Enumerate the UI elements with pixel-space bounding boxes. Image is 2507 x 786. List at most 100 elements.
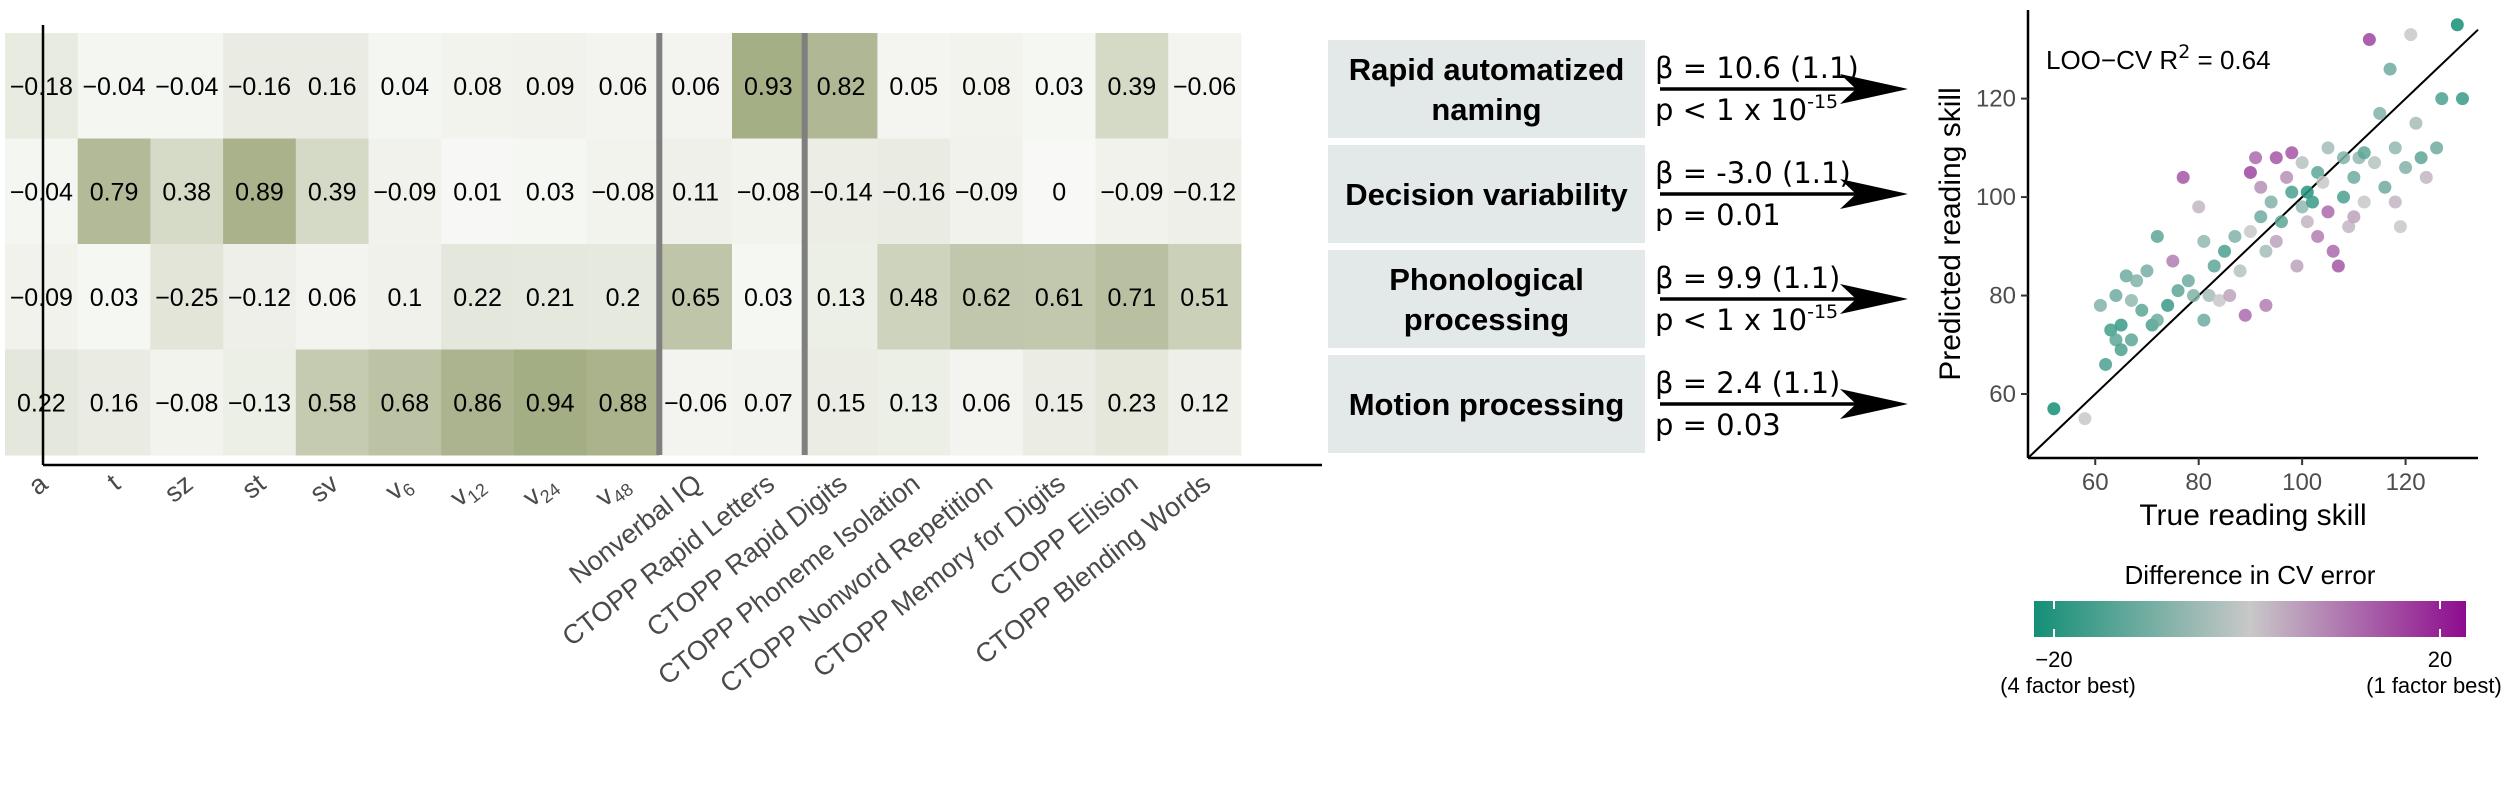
heatmap-cell-value: 0.58: [308, 389, 357, 417]
scatter-point: [2228, 229, 2242, 243]
p-value-text: p = 0.03: [1655, 408, 1781, 442]
scatter-point: [2104, 323, 2118, 337]
scatter-point: [2316, 175, 2330, 189]
heatmap-column-label: a: [23, 467, 54, 500]
heatmap-cell: [77, 349, 151, 456]
heatmap-cell-value: 0.03: [744, 284, 793, 312]
y-axis-label: Predicted reading skill: [1934, 87, 1967, 380]
scatter-point: [2124, 293, 2138, 307]
arrow-head: [1840, 74, 1908, 104]
heatmap-cell-value: 0.06: [671, 73, 720, 101]
scatter-point: [2192, 200, 2206, 214]
heatmap-cell-value: −0.09: [1100, 178, 1163, 206]
legend-max-label: 20: [2428, 647, 2452, 672]
scatter-point: [2373, 106, 2387, 120]
scatter-point: [2435, 92, 2449, 106]
scatter-point: [2414, 151, 2428, 165]
heatmap-cell-value: 0.11: [672, 178, 719, 206]
heatmap-cell-value: 0.22: [453, 284, 502, 312]
heatmap-cell-value: −0.06: [664, 389, 727, 417]
factor-beta: β = 10.6 (1.1): [1655, 51, 1859, 85]
heatmap-cell: [804, 33, 878, 139]
heatmap-cell-value: 0: [1052, 178, 1066, 206]
heatmap-cell: [586, 138, 660, 245]
scatter-point: [2388, 195, 2402, 209]
scatter-point: [2223, 289, 2237, 303]
heatmap-cell-value: 0.03: [90, 284, 139, 312]
scatter-point: [2109, 333, 2123, 347]
scatter-point: [2295, 200, 2309, 214]
scatter-point: [2337, 190, 2351, 204]
heatmap-cell: [1095, 244, 1169, 350]
heatmap-cell: [295, 349, 369, 456]
heatmap-cell-value: 0.39: [308, 178, 357, 206]
scatter-point: [2357, 146, 2371, 160]
scatter-point: [2243, 165, 2257, 179]
heatmap-cell-value: −0.09: [373, 178, 436, 206]
scatter-point: [2450, 18, 2464, 32]
heatmap-cell: [1022, 33, 1096, 139]
scatter-point: [2269, 234, 2283, 248]
heatmap-cell-value: 0.16: [308, 73, 357, 101]
scatter-point: [2166, 254, 2180, 268]
scatter-point: [2393, 220, 2407, 234]
factor-p-value: p = 0.03: [1655, 408, 1781, 442]
heatmap-cell: [223, 244, 297, 350]
scatter-point: [2212, 293, 2226, 307]
factor-name: processing: [1404, 302, 1569, 337]
heatmap-cell: [295, 244, 369, 350]
scatter-point: [2099, 357, 2113, 371]
heatmap-cell-value: 0.93: [744, 73, 793, 101]
annotation-text: LOO−CV R: [2046, 45, 2178, 75]
scatter-point: [2197, 313, 2211, 327]
heatmap-cell-value: 0.08: [453, 73, 502, 101]
heatmap-cell-value: 0.1: [387, 284, 422, 312]
scatter-point: [2119, 269, 2133, 283]
heatmap-cell-value: −0.09: [10, 284, 73, 312]
heatmap-cell-value: 0.03: [1035, 73, 1084, 101]
scatter-point: [2187, 289, 2201, 303]
scatter-point: [2305, 195, 2319, 209]
column-label-main: a: [23, 467, 54, 500]
heatmap-cell: [1168, 33, 1242, 139]
heatmap-cell: [5, 138, 79, 245]
heatmap-cell-value: 0.89: [235, 178, 284, 206]
scatter-point: [2047, 402, 2061, 416]
heatmap-cell: [1095, 33, 1169, 139]
factor-beta: β = 9.9 (1.1): [1655, 261, 1840, 295]
heatmap-cell: [732, 244, 806, 350]
scatter-point: [2161, 298, 2175, 312]
scatter-point: [2285, 185, 2299, 199]
scatter-point: [2171, 284, 2185, 298]
heatmap-cell: [77, 33, 151, 139]
heatmap-cell-value: 0.71: [1108, 284, 1157, 312]
x-tick-label: 60: [2082, 469, 2109, 496]
scatter-point: [2243, 225, 2257, 239]
heatmap-cell-value: 0.13: [817, 284, 866, 312]
heatmap-cell-value: 0.94: [526, 389, 575, 417]
heatmap-cell-value: −0.08: [591, 178, 654, 206]
heatmap-cell-value: 0.61: [1035, 284, 1084, 312]
factor-p-value: p = 0.01: [1655, 198, 1781, 232]
scatter-point: [2455, 92, 2469, 106]
heatmap-cell-value: 0.16: [90, 389, 139, 417]
scatter-point: [2150, 229, 2164, 243]
heatmap-cell: [659, 138, 733, 245]
heatmap-cell: [732, 349, 806, 456]
heatmap-column-label: v12: [444, 468, 491, 515]
heatmap-cell-value: 0.79: [90, 178, 139, 206]
heatmap-column-label: t: [101, 468, 126, 497]
p-value-text: p = 0.01: [1655, 198, 1781, 232]
scatter-point: [2181, 274, 2195, 288]
p-value-exponent: -15: [1807, 91, 1838, 113]
color-legend: Difference in CV error −20 20 (4 factor …: [2000, 560, 2502, 698]
heatmap-cell-value: 0.38: [162, 178, 211, 206]
heatmap-cell-value: 0.21: [526, 284, 575, 312]
heatmap-cell: [5, 244, 79, 350]
x-axis-label: True reading skill: [2139, 499, 2366, 532]
heatmap-cell-value: 0.09: [526, 73, 575, 101]
scatter-point: [2321, 205, 2335, 219]
heatmap-cell-value: −0.09: [955, 178, 1018, 206]
y-tick-label: 80: [1989, 283, 2016, 310]
heatmap-cell: [223, 349, 297, 456]
